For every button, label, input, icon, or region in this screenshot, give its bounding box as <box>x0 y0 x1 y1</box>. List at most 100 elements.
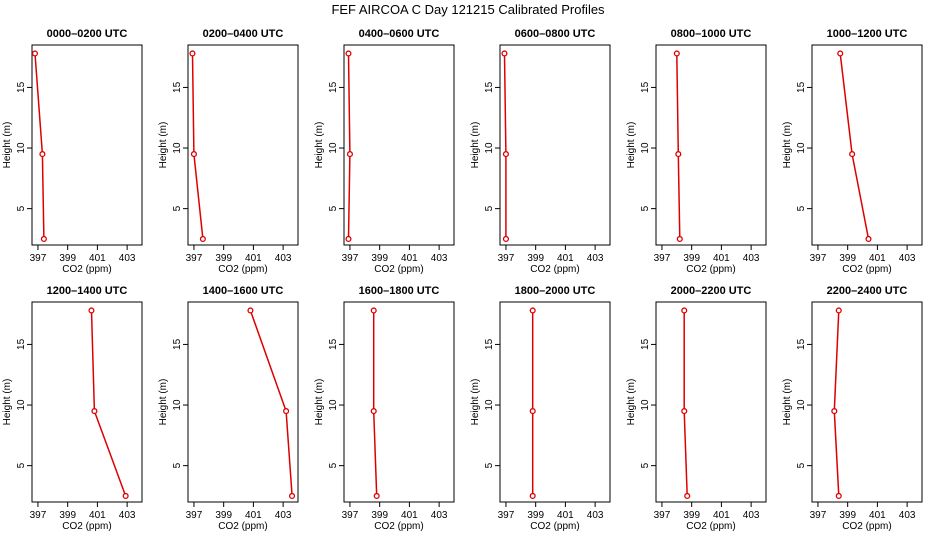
panel-title: 1000–1200 UTC <box>827 28 908 40</box>
y-axis-label: Height (m) <box>158 379 169 426</box>
data-point <box>501 50 508 57</box>
x-tick-label: 397 <box>654 253 671 264</box>
data-point <box>681 307 688 314</box>
x-axis-label: CO2 (ppm) <box>218 521 267 532</box>
profile-line <box>372 310 378 496</box>
data-point <box>283 408 290 415</box>
data-point <box>370 307 377 314</box>
panel-title: 2000–2200 UTC <box>671 285 752 297</box>
panel-2: 0400–0600 UTC 397 399 401 403 5 10 15 CO2 (ppm) H… <box>314 28 455 275</box>
profile-line <box>191 53 204 239</box>
y-tick-label: 5 <box>796 205 807 211</box>
data-point <box>831 408 838 415</box>
y-axis-label: Height (m) <box>782 122 793 169</box>
plot-frame <box>811 301 923 503</box>
y-tick-label: 10 <box>484 142 495 154</box>
data-point <box>88 307 95 314</box>
panel-4: 0800–1000 UTC 397 399 401 403 5 10 15 CO2 (ppm) H… <box>626 28 767 275</box>
data-point <box>122 492 129 499</box>
y-axis-label: Height (m) <box>626 122 637 169</box>
figure-title: FEF AIRCOA C Day 121215 Calibrated Profi… <box>331 2 605 17</box>
profile-line <box>676 53 681 239</box>
panels-grid: 0000–0200 UTC 397 399 401 403 5 10 15 CO2 (ppm) H… <box>2 28 923 532</box>
x-tick-label: 403 <box>899 510 916 521</box>
data-point <box>865 235 872 242</box>
data-point <box>91 408 98 415</box>
panel-5: 1000–1200 UTC 397 399 401 403 5 10 15 CO2 (ppm) H… <box>782 28 923 275</box>
profile-line <box>503 53 507 239</box>
x-tick-label: 403 <box>431 510 448 521</box>
x-tick-label: 399 <box>839 253 856 264</box>
x-tick-label: 399 <box>371 510 388 521</box>
y-tick-label: 5 <box>172 205 183 211</box>
x-tick-label: 401 <box>869 510 886 521</box>
x-axis-label: CO2 (ppm) <box>686 264 735 275</box>
y-tick-label: 15 <box>328 81 339 93</box>
data-point <box>345 235 352 242</box>
profile-line <box>249 310 293 496</box>
data-point <box>684 492 691 499</box>
data-point <box>849 151 856 158</box>
plot-frame <box>31 44 143 246</box>
x-tick-label: 401 <box>245 510 262 521</box>
x-tick-label: 403 <box>119 510 136 521</box>
y-tick-label: 5 <box>328 462 339 468</box>
y-tick-label: 5 <box>484 205 495 211</box>
data-point <box>673 50 680 57</box>
panel-title: 1400–1600 UTC <box>203 285 284 297</box>
panel-title: 0000–0200 UTC <box>47 28 128 40</box>
plot-frame <box>655 301 767 503</box>
panel-title: 2200–2400 UTC <box>827 285 908 297</box>
y-tick-label: 10 <box>16 399 27 411</box>
data-point <box>31 50 39 57</box>
x-axis-label: CO2 (ppm) <box>62 264 111 275</box>
x-axis-label: CO2 (ppm) <box>374 521 423 532</box>
x-tick-label: 401 <box>89 253 106 264</box>
x-tick-label: 401 <box>557 510 574 521</box>
y-tick-label: 5 <box>16 462 27 468</box>
y-tick-label: 10 <box>484 399 495 411</box>
plot-frame <box>655 44 767 246</box>
y-tick-label: 10 <box>172 142 183 154</box>
panel-3: 0600–0800 UTC 397 399 401 403 5 10 15 CO2 (ppm) H… <box>470 28 611 275</box>
data-point <box>675 151 682 158</box>
y-axis-label: Height (m) <box>2 122 13 169</box>
data-point <box>529 307 536 314</box>
data-point <box>835 307 842 314</box>
x-tick-label: 401 <box>869 253 886 264</box>
panel-0: 0000–0200 UTC 397 399 401 403 5 10 15 CO2 (ppm) H… <box>2 28 143 275</box>
plot-frame <box>343 301 455 503</box>
x-axis-label: CO2 (ppm) <box>62 521 111 532</box>
panel-9: 1800–2000 UTC 397 399 401 403 5 10 15 CO2 (ppm) H… <box>470 285 611 532</box>
y-tick-label: 5 <box>640 462 651 468</box>
plot-frame <box>187 44 299 246</box>
y-axis-label: Height (m) <box>470 122 481 169</box>
y-tick-label: 15 <box>640 338 651 350</box>
data-point <box>529 492 536 499</box>
panel-title: 1600–1800 UTC <box>359 285 440 297</box>
x-axis-label: CO2 (ppm) <box>530 521 579 532</box>
x-tick-label: 399 <box>683 510 700 521</box>
y-axis-label: Height (m) <box>626 379 637 426</box>
y-tick-label: 10 <box>328 142 339 154</box>
y-tick-label: 15 <box>16 81 27 93</box>
profile-line <box>90 310 127 497</box>
x-tick-label: 397 <box>186 253 203 264</box>
x-tick-label: 401 <box>245 253 262 264</box>
data-point <box>39 151 46 158</box>
profile-line <box>839 53 870 240</box>
profile-line <box>683 310 688 496</box>
panel-7: 1400–1600 UTC 397 399 401 403 5 10 15 CO2 (ppm) H… <box>158 285 299 532</box>
y-tick-label: 15 <box>172 81 183 93</box>
panel-title: 1200–1400 UTC <box>47 285 128 297</box>
x-tick-label: 397 <box>342 253 359 264</box>
y-tick-label: 15 <box>328 338 339 350</box>
y-axis-label: Height (m) <box>2 379 13 426</box>
x-tick-label: 403 <box>587 253 604 264</box>
x-tick-label: 399 <box>839 510 856 521</box>
x-tick-label: 401 <box>401 253 418 264</box>
y-tick-label: 5 <box>328 205 339 211</box>
data-point <box>189 50 196 57</box>
